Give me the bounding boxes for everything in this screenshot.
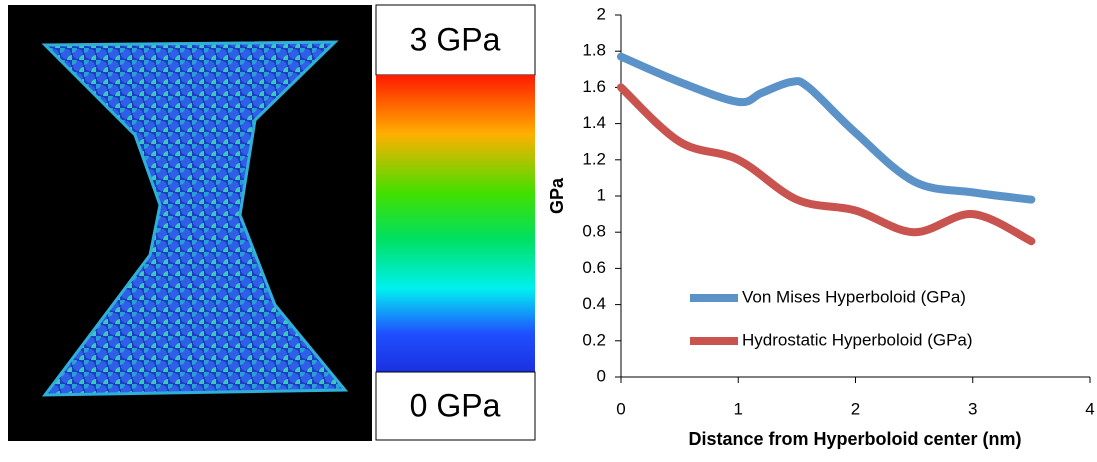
y-tick-label: 2 — [597, 4, 606, 23]
colorbar-max-label: 3 GPa — [410, 21, 501, 57]
colorbar — [376, 75, 535, 372]
y-tick-label: 0.2 — [582, 330, 606, 349]
y-tick-label: 0.8 — [582, 222, 606, 241]
x-tick-label: 2 — [851, 399, 860, 418]
y-tick-label: 1 — [597, 185, 606, 204]
colorbar-min-label: 0 GPa — [410, 387, 501, 423]
y-tick-label: 1.2 — [582, 149, 606, 168]
y-tick-label: 1.8 — [582, 41, 606, 60]
y-tick-label: 0.4 — [582, 294, 606, 313]
x-tick-label: 4 — [1085, 399, 1094, 418]
x-tick-label: 1 — [734, 399, 743, 418]
x-axis-label: Distance from Hyperboloid center (nm) — [688, 429, 1021, 449]
y-tick-label: 1.6 — [582, 77, 606, 96]
figure: 3 GPa 0 GPa GPa Distance from Hyperboloi… — [0, 0, 1097, 457]
y-tick-label: 0.6 — [582, 258, 606, 277]
line — [621, 87, 1031, 241]
y-tick-label: 1.4 — [582, 113, 606, 132]
x-tick-label: 0 — [616, 399, 625, 418]
legend-label: Hydrostatic Hyperboloid (GPa) — [742, 330, 973, 349]
y-axis-label: GPa — [547, 177, 567, 214]
x-tick-label: 3 — [968, 399, 977, 418]
y-tick-label: 0 — [597, 366, 606, 385]
line — [621, 57, 1031, 200]
legend-label: Von Mises Hyperboloid (GPa) — [742, 287, 966, 306]
